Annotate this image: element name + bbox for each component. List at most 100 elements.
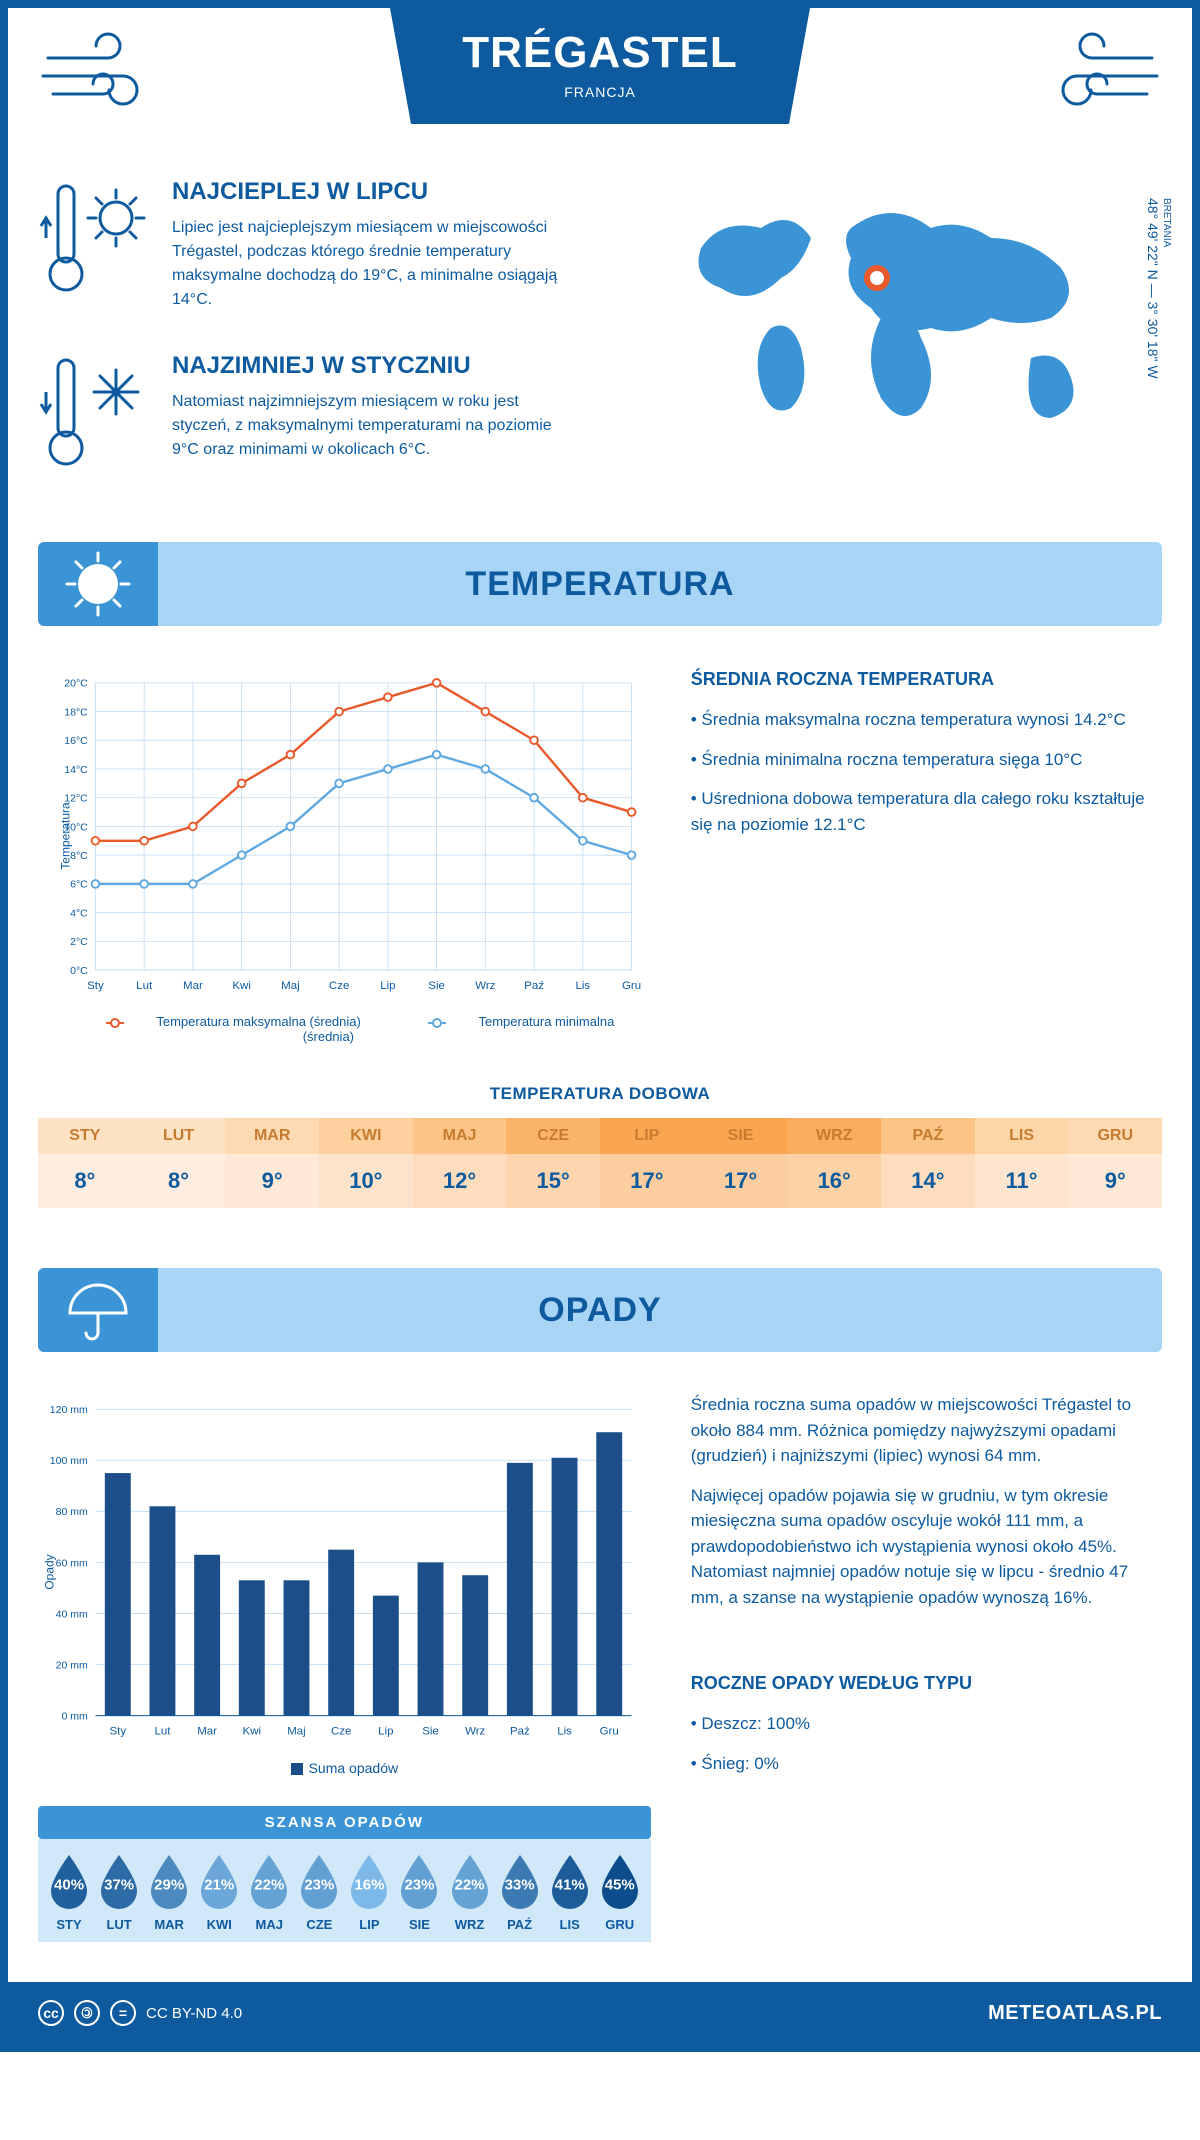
chance-drop: 41%LIS xyxy=(545,1851,595,1932)
chance-drop: 16%LIP xyxy=(344,1851,394,1932)
precip-chart-legend: Suma opadów xyxy=(38,1760,651,1776)
temperature-section-header: TEMPERATURA xyxy=(38,542,1162,626)
precip-title: OPADY xyxy=(538,1291,661,1330)
svg-text:Cze: Cze xyxy=(331,1726,351,1738)
precip-chance-row: 40%STY37%LUT29%MAR21%KWI22%MAJ23%CZE16%L… xyxy=(38,1839,651,1942)
chance-drop: 21%KWI xyxy=(194,1851,244,1932)
svg-text:Paź: Paź xyxy=(510,1726,530,1738)
svg-text:14°C: 14°C xyxy=(64,764,88,776)
temp-chart-legend: Temperatura maksymalna (średnia) Tempera… xyxy=(38,1014,651,1044)
daily-col: WRZ16° xyxy=(787,1118,881,1208)
chance-drop: 22%WRZ xyxy=(445,1851,495,1932)
svg-text:Sty: Sty xyxy=(87,980,104,992)
svg-text:Lis: Lis xyxy=(557,1726,572,1738)
svg-text:Lut: Lut xyxy=(154,1726,171,1738)
temp-summary-p2: • Średnia minimalna roczna temperatura s… xyxy=(691,747,1162,773)
daily-temp-title: TEMPERATURA DOBOWA xyxy=(38,1084,1162,1104)
precip-rain: • Deszcz: 100% xyxy=(691,1711,1162,1737)
svg-text:Mar: Mar xyxy=(197,1726,217,1738)
country-label: FRANCJA xyxy=(390,84,810,100)
coldest-title: NAJZIMNIEJ W STYCZNIU xyxy=(172,352,580,380)
chance-drop: 37%LUT xyxy=(94,1851,144,1932)
thermometer-sun-icon xyxy=(38,178,148,298)
svg-text:Sie: Sie xyxy=(428,980,445,992)
daily-col: MAR9° xyxy=(225,1118,319,1208)
warmest-text: Lipiec jest najcieplejszym miesiącem w m… xyxy=(172,216,580,312)
warmest-block: NAJCIEPLEJ W LIPCU Lipiec jest najcieple… xyxy=(38,178,580,312)
svg-text:40 mm: 40 mm xyxy=(56,1608,88,1620)
chance-drop: 23%SIE xyxy=(394,1851,444,1932)
coords-value: 48° 49' 22" N — 3° 30' 18" W xyxy=(1145,198,1161,379)
chance-drop: 45%GRU xyxy=(595,1851,645,1932)
svg-text:6°C: 6°C xyxy=(70,879,88,891)
svg-text:Cze: Cze xyxy=(329,980,349,992)
svg-text:Maj: Maj xyxy=(287,1726,305,1738)
svg-text:4°C: 4°C xyxy=(70,907,88,919)
temp-summary-heading: ŚREDNIA ROCZNA TEMPERATURA xyxy=(691,666,1162,693)
chance-drop: 29%MAR xyxy=(144,1851,194,1932)
license-text: CC BY-ND 4.0 xyxy=(146,2005,242,2022)
coldest-text: Natomiast najzimniejszym miesiącem w rok… xyxy=(172,390,580,462)
precip-section-header: OPADY xyxy=(38,1268,1162,1352)
chance-title: SZANSA OPADÓW xyxy=(38,1806,651,1839)
svg-text:20 mm: 20 mm xyxy=(56,1659,88,1671)
daily-col: GRU9° xyxy=(1068,1118,1162,1208)
umbrella-icon xyxy=(38,1268,158,1352)
chance-drop: 33%PAŹ xyxy=(495,1851,545,1932)
wind-icon xyxy=(38,28,158,118)
svg-text:8°C: 8°C xyxy=(70,850,88,862)
svg-text:Sie: Sie xyxy=(422,1726,439,1738)
daily-col: LIP17° xyxy=(600,1118,694,1208)
svg-text:Mar: Mar xyxy=(183,980,203,992)
daily-temp-table: STY8°LUT8°MAR9°KWI10°MAJ12°CZE15°LIP17°S… xyxy=(38,1118,1162,1208)
svg-text:16°C: 16°C xyxy=(64,735,88,747)
cc-icon: cc xyxy=(38,2000,64,2026)
svg-text:Wrz: Wrz xyxy=(475,980,495,992)
coordinates: BRETANIA 48° 49' 22" N — 3° 30' 18" W xyxy=(1145,198,1172,379)
daily-col: CZE15° xyxy=(506,1118,600,1208)
svg-text:0°C: 0°C xyxy=(70,965,88,977)
wind-icon xyxy=(1042,28,1162,118)
precip-legend-label: Suma opadów xyxy=(309,1760,399,1776)
svg-text:80 mm: 80 mm xyxy=(56,1506,88,1518)
warmest-title: NAJCIEPLEJ W LIPCU xyxy=(172,178,580,206)
svg-text:20°C: 20°C xyxy=(64,678,88,690)
svg-text:Gru: Gru xyxy=(600,1726,619,1738)
svg-text:Paź: Paź xyxy=(524,980,544,992)
svg-text:Gru: Gru xyxy=(622,980,641,992)
by-icon: 🄯 xyxy=(74,2000,100,2026)
precip-text-p2: Najwięcej opadów pojawia się w grudniu, … xyxy=(691,1483,1162,1611)
svg-text:Kwi: Kwi xyxy=(232,980,250,992)
svg-text:0 mm: 0 mm xyxy=(61,1710,88,1722)
chance-drop: 40%STY xyxy=(44,1851,94,1932)
chance-drop: 22%MAJ xyxy=(244,1851,294,1932)
nd-icon: = xyxy=(110,2000,136,2026)
page-title: TRÉGASTEL xyxy=(390,28,810,78)
temp-summary-p1: • Średnia maksymalna roczna temperatura … xyxy=(691,707,1162,733)
license-block: cc 🄯 = CC BY-ND 4.0 xyxy=(38,2000,242,2026)
coldest-block: NAJZIMNIEJ W STYCZNIU Natomiast najzimni… xyxy=(38,352,580,472)
precip-bar-chart: Opady 0 mm20 mm40 mm60 mm80 mm100 mm120 … xyxy=(38,1392,651,1752)
precip-types-heading: ROCZNE OPADY WEDŁUG TYPU xyxy=(691,1670,1162,1697)
daily-col: KWI10° xyxy=(319,1118,413,1208)
svg-text:Sty: Sty xyxy=(109,1726,126,1738)
thermometer-snow-icon xyxy=(38,352,148,472)
precip-text-p1: Średnia roczna suma opadów w miejscowośc… xyxy=(691,1392,1162,1469)
svg-text:Kwi: Kwi xyxy=(243,1726,261,1738)
svg-text:Wrz: Wrz xyxy=(465,1726,485,1738)
brand-label: METEOATLAS.PL xyxy=(988,2002,1162,2025)
temperature-title: TEMPERATURA xyxy=(465,565,734,604)
precip-ylabel: Opady xyxy=(43,1554,57,1589)
world-map-icon xyxy=(651,178,1131,438)
header: TRÉGASTEL FRANCJA xyxy=(38,8,1162,148)
daily-col: STY8° xyxy=(38,1118,132,1208)
sun-icon xyxy=(38,542,158,626)
daily-col: LIS11° xyxy=(975,1118,1069,1208)
svg-text:Lip: Lip xyxy=(378,1726,393,1738)
svg-text:100 mm: 100 mm xyxy=(50,1455,88,1467)
precip-snow: • Śnieg: 0% xyxy=(691,1751,1162,1777)
daily-col: MAJ12° xyxy=(413,1118,507,1208)
svg-text:2°C: 2°C xyxy=(70,936,88,948)
svg-text:Lip: Lip xyxy=(380,980,395,992)
temperature-line-chart: Temperatura 0°C2°C4°C6°C8°C10°C12°C14°C1… xyxy=(38,666,651,1006)
